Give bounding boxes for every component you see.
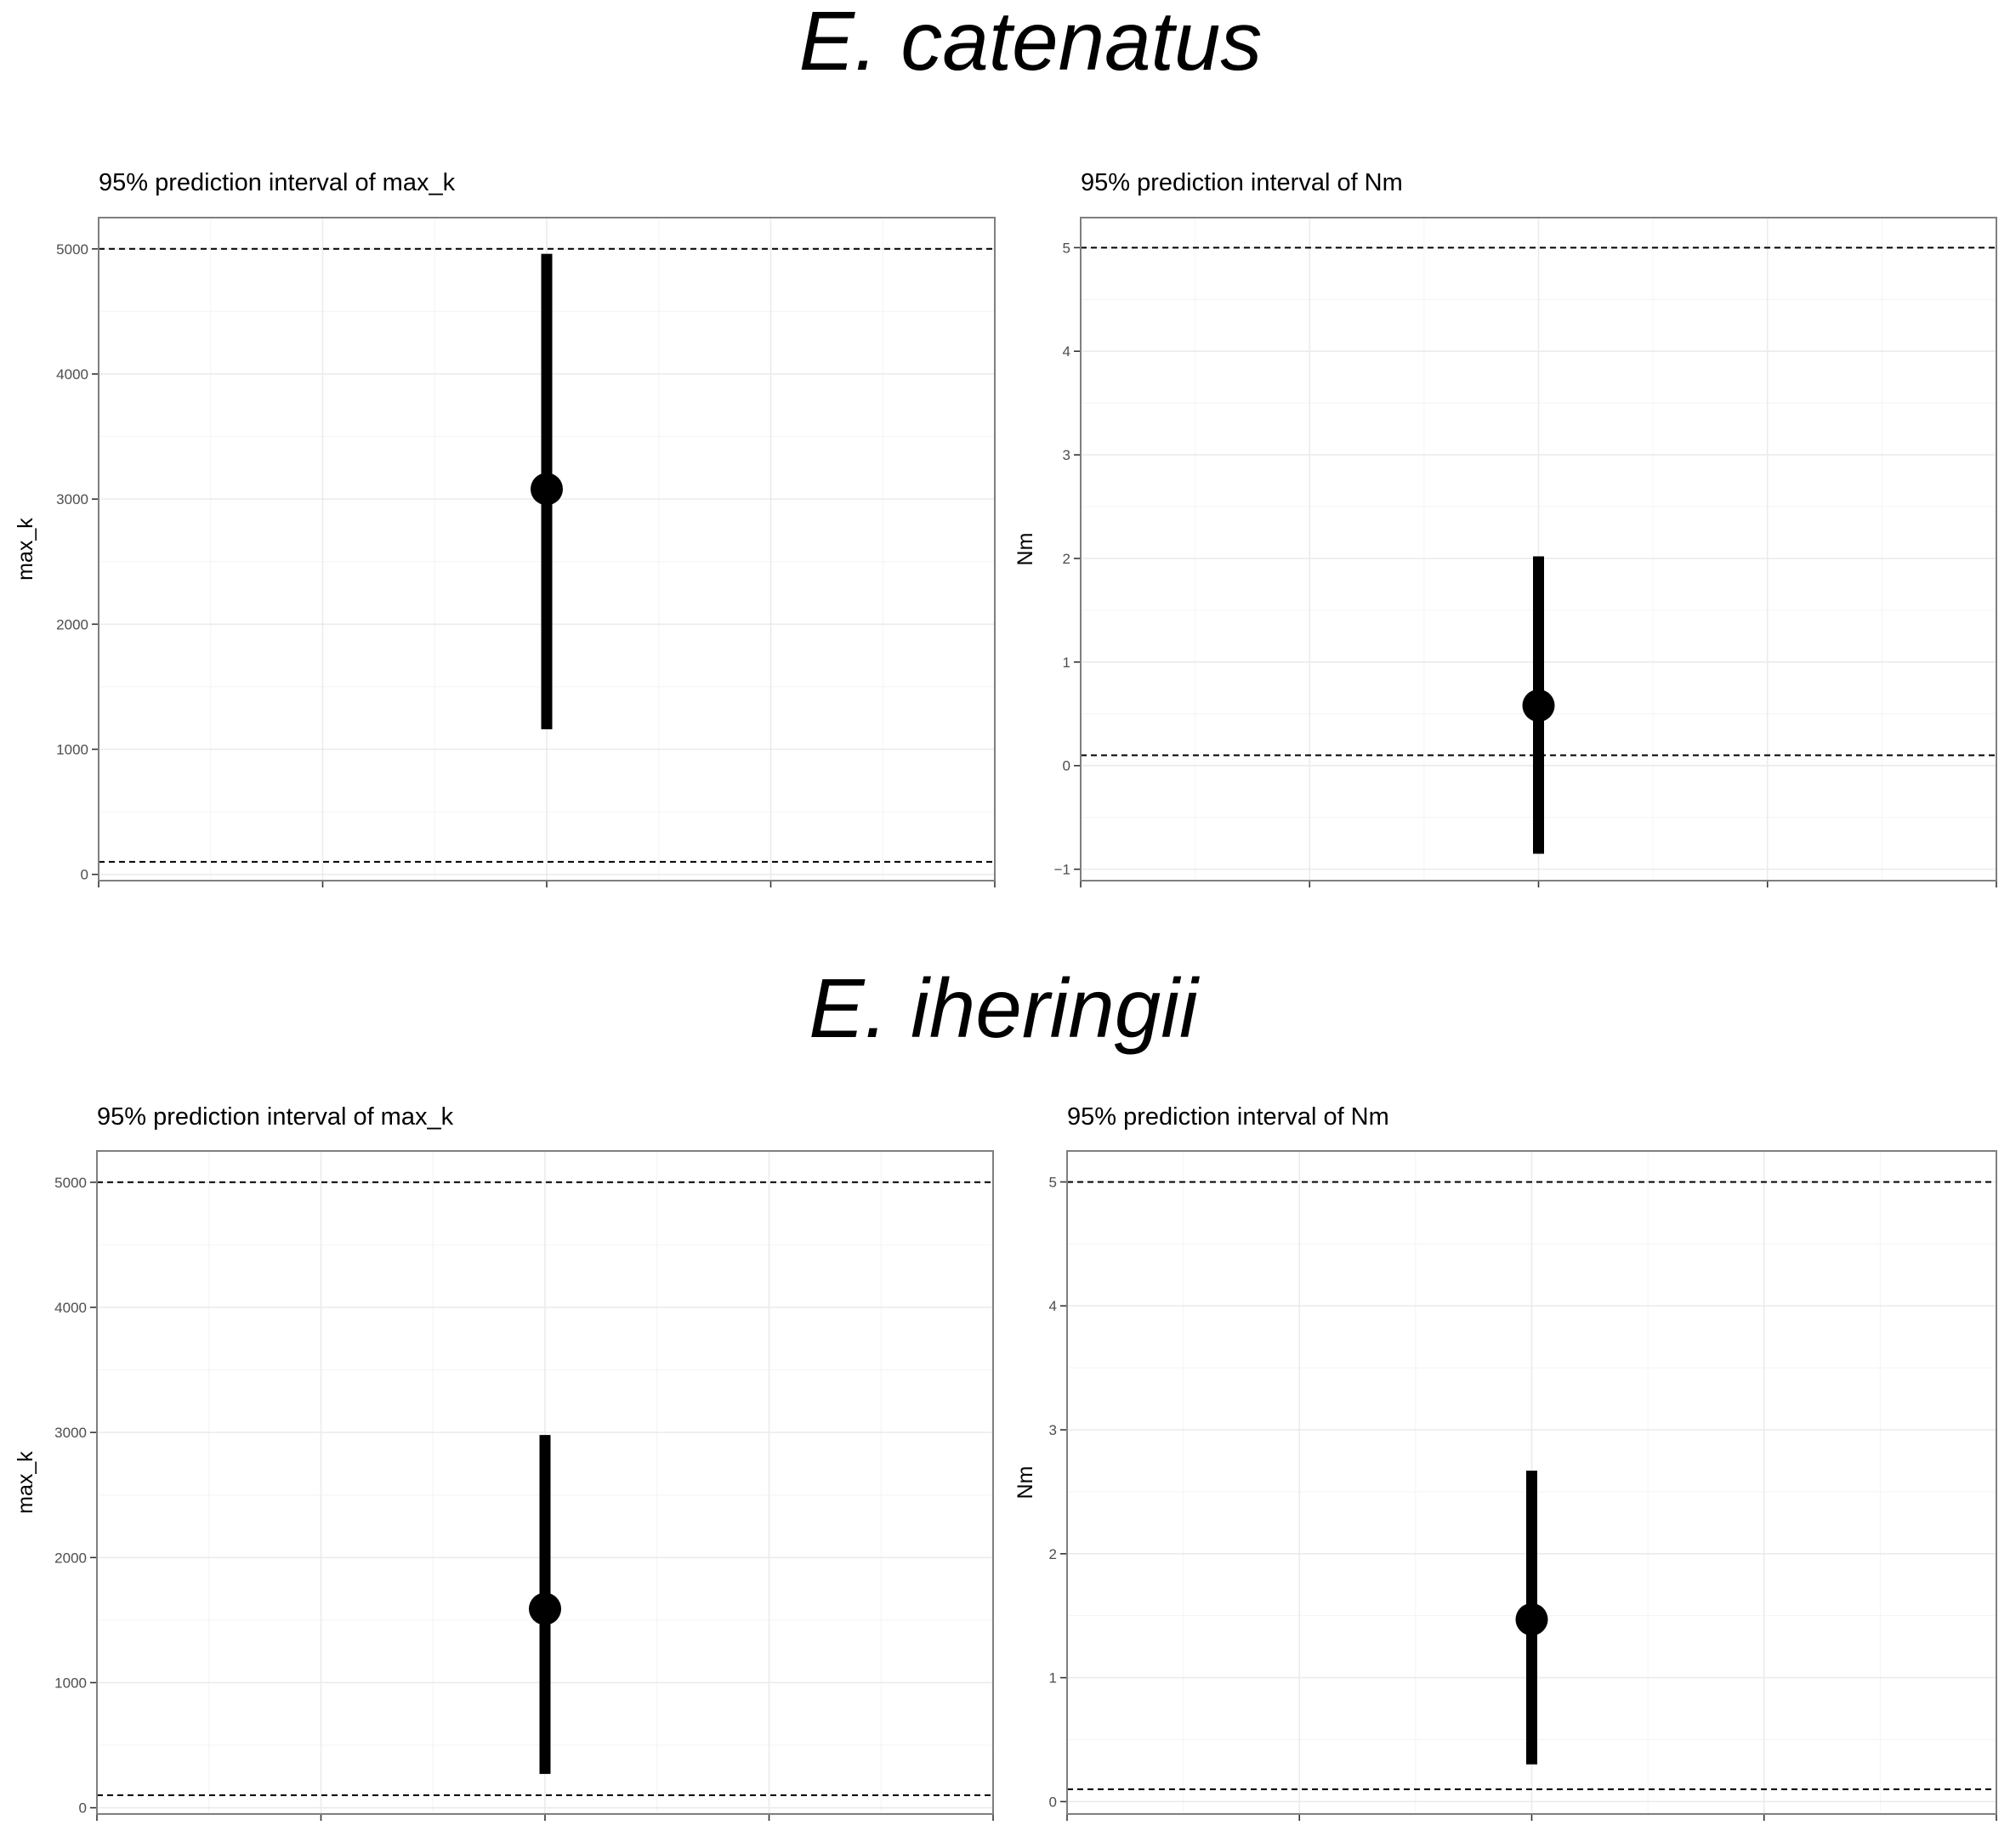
panel-border (96, 1150, 994, 1815)
panel-border (98, 217, 996, 881)
group-title-e-iheringii: E. iheringii (809, 961, 1200, 1055)
y-tick-label: 0 (1063, 758, 1070, 774)
y-tick-label: 1000 (54, 1675, 87, 1691)
point-estimate (1522, 689, 1555, 723)
y-tick-label: −1 (1054, 862, 1070, 878)
group-title-e-catenatus: E. catenatus (799, 0, 1263, 88)
panel-3: 0 1 2 3 4 5 95% prediction interval of Nm Nm (1014, 1103, 1997, 1821)
y-axis-label: max_k (14, 1451, 37, 1514)
panel-title: 95% prediction interval of max_k (97, 1103, 454, 1131)
panel-title: 95% prediction interval of max_k (99, 169, 456, 196)
y-tick-label: 5 (1049, 1174, 1057, 1190)
y-tick-label: 0 (81, 867, 88, 883)
point-estimate (531, 473, 563, 506)
y-tick-label: 3000 (54, 1425, 87, 1441)
y-tick-label: 4 (1063, 343, 1070, 360)
y-tick-label: 4000 (56, 366, 88, 383)
panel-border (1080, 217, 1997, 881)
panel-2: 0 1000 2000 3000 4000 5000 95% prediction inte… (14, 1103, 994, 1821)
panel-title: 95% prediction interval of Nm (1067, 1103, 1389, 1131)
y-tick-label: 5000 (56, 241, 88, 258)
y-tick-label: 2 (1049, 1546, 1057, 1562)
point-estimate (529, 1592, 561, 1625)
y-axis-label: Nm (1014, 1466, 1037, 1499)
panel-1: −1 0 1 2 3 4 5 95% prediction interval of Nm Nm (1014, 169, 1997, 887)
y-tick-label: 5 (1063, 240, 1070, 256)
y-axis-label: max_k (14, 518, 37, 581)
y-tick-label: 1 (1063, 655, 1070, 671)
y-tick-label: 2000 (56, 616, 88, 632)
y-tick-label: 4 (1049, 1298, 1057, 1314)
y-tick-label: 2 (1063, 551, 1070, 567)
y-tick-label: 2000 (54, 1550, 87, 1566)
y-tick-label: 0 (1049, 1794, 1057, 1810)
y-tick-label: 3 (1049, 1422, 1057, 1438)
point-estimate (1515, 1603, 1548, 1636)
y-axis-label: Nm (1014, 533, 1037, 566)
y-tick-label: 0 (79, 1800, 87, 1817)
panel-title: 95% prediction interval of Nm (1081, 169, 1403, 196)
y-tick-label: 3000 (56, 491, 88, 507)
y-tick-label: 5000 (54, 1175, 87, 1191)
y-tick-label: 1000 (56, 741, 88, 757)
y-tick-label: 3 (1063, 447, 1070, 463)
y-tick-label: 1 (1049, 1670, 1057, 1686)
y-tick-label: 4000 (54, 1300, 87, 1316)
panel-border (1066, 1150, 1997, 1815)
panel-0: 0 1000 2000 3000 4000 5000 95% prediction inte… (14, 169, 996, 887)
